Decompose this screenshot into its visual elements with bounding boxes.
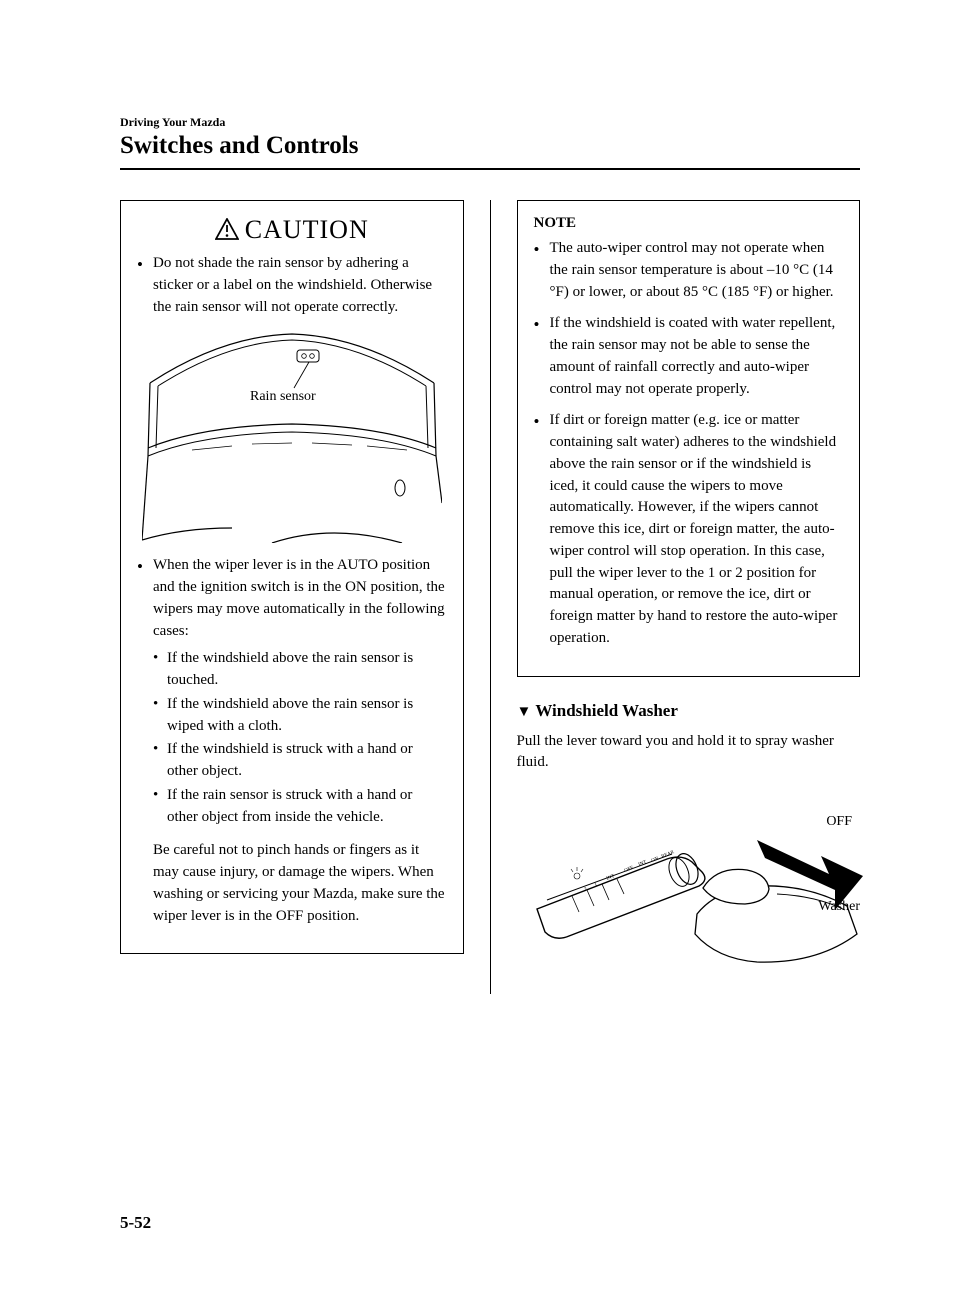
section-body: Pull the lever toward you and hold it to… [517,731,861,775]
warning-triangle-icon [215,218,239,240]
sub-bullet: If the rain sensor is struck with a hand… [153,785,447,829]
caution-closing: Be careful not to pinch hands or fingers… [153,840,447,927]
section-marker-icon: ▼ [517,704,532,720]
header-rule [120,168,860,170]
section-heading: ▼Windshield Washer [517,701,861,721]
rain-sensor-label: Rain sensor [250,389,316,404]
column-divider [490,200,491,994]
sub-bullet: If the windshield above the rain sensor … [153,694,447,738]
caution-title: CAUTION [137,215,447,245]
page-number: 5-52 [120,1213,151,1233]
caution-bullet: When the wiper lever is in the AUTO posi… [137,555,447,927]
header-large: Switches and Controls [120,132,860,160]
note-bullet-list: The auto-wiper control may not operate w… [534,238,844,650]
washer-figure: OFF Washer ON REAR [517,814,861,994]
note-bullet: If the windshield is coated with water r… [534,313,844,400]
caution-bullet: Do not shade the rain sensor by adhering… [137,253,447,318]
caution-box: CAUTION Do not shade the rain sensor by … [120,200,464,954]
windshield-diagram: Rain sensor [142,328,442,543]
note-bullet: If dirt or foreign matter (e.g. ice or m… [534,410,844,649]
header-small: Driving Your Mazda [120,115,860,130]
sub-bullet: If the windshield above the rain sensor … [153,648,447,692]
caution-bullet-list-2: When the wiper lever is in the AUTO posi… [137,555,447,927]
note-bullet: The auto-wiper control may not operate w… [534,238,844,303]
washer-off-label: OFF [826,814,852,830]
sub-bullet: If the windshield is struck with a hand … [153,739,447,783]
washer-washer-label: Washer [818,899,860,915]
caution-sub-list: If the windshield above the rain sensor … [153,648,447,828]
note-title: NOTE [534,215,844,232]
note-box: NOTE The auto-wiper control may not oper… [517,200,861,677]
caution-bullet-list: Do not shade the rain sensor by adhering… [137,253,447,318]
